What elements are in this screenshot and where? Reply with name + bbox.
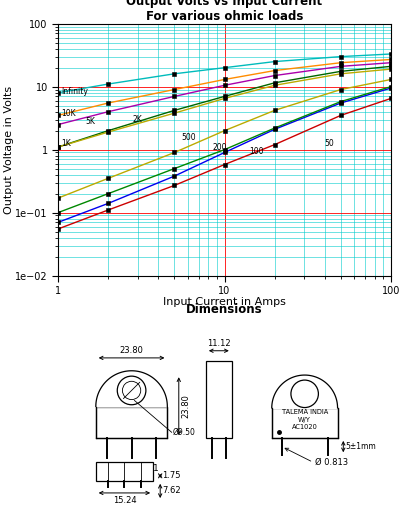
Text: 15.24: 15.24	[113, 496, 136, 505]
Bar	[206, 361, 232, 438]
Text: Ø 0.813: Ø 0.813	[315, 458, 348, 467]
Text: 100: 100	[249, 147, 263, 156]
Text: 10K: 10K	[62, 108, 76, 118]
Text: 1K: 1K	[62, 139, 71, 148]
Text: TALEMA INDIA
W/Y
AC1020: TALEMA INDIA W/Y AC1020	[282, 409, 328, 430]
Text: 50: 50	[325, 139, 334, 148]
Bar	[96, 407, 167, 438]
Text: 5±1mm: 5±1mm	[346, 442, 376, 451]
Text: Ø9.50: Ø9.50	[173, 428, 196, 437]
Text: 1.75: 1.75	[162, 471, 181, 480]
Text: 3: 3	[129, 464, 134, 473]
X-axis label: Input Current in Amps: Input Current in Amps	[163, 297, 286, 307]
Bar	[96, 462, 153, 481]
Text: 5K: 5K	[85, 117, 95, 126]
Text: 2K: 2K	[133, 115, 142, 124]
Polygon shape	[272, 375, 338, 408]
Text: 7.62: 7.62	[162, 487, 181, 495]
Text: 500: 500	[181, 133, 196, 142]
Text: 200: 200	[213, 143, 227, 151]
Text: 11.12: 11.12	[207, 339, 231, 348]
Text: Dimensions: Dimensions	[186, 303, 263, 316]
Text: 2: 2	[104, 464, 110, 473]
Text: 1: 1	[153, 464, 159, 473]
Text: 23.80: 23.80	[119, 346, 144, 355]
Title: Output Volts vs Input Current
For various ohmic loads: Output Volts vs Input Current For variou…	[126, 0, 323, 23]
Y-axis label: Output Voltage in Volts: Output Voltage in Volts	[4, 86, 14, 214]
Bar	[272, 408, 338, 438]
Text: 23.80: 23.80	[181, 394, 190, 418]
Text: Infinity: Infinity	[62, 87, 89, 96]
Polygon shape	[96, 371, 167, 407]
